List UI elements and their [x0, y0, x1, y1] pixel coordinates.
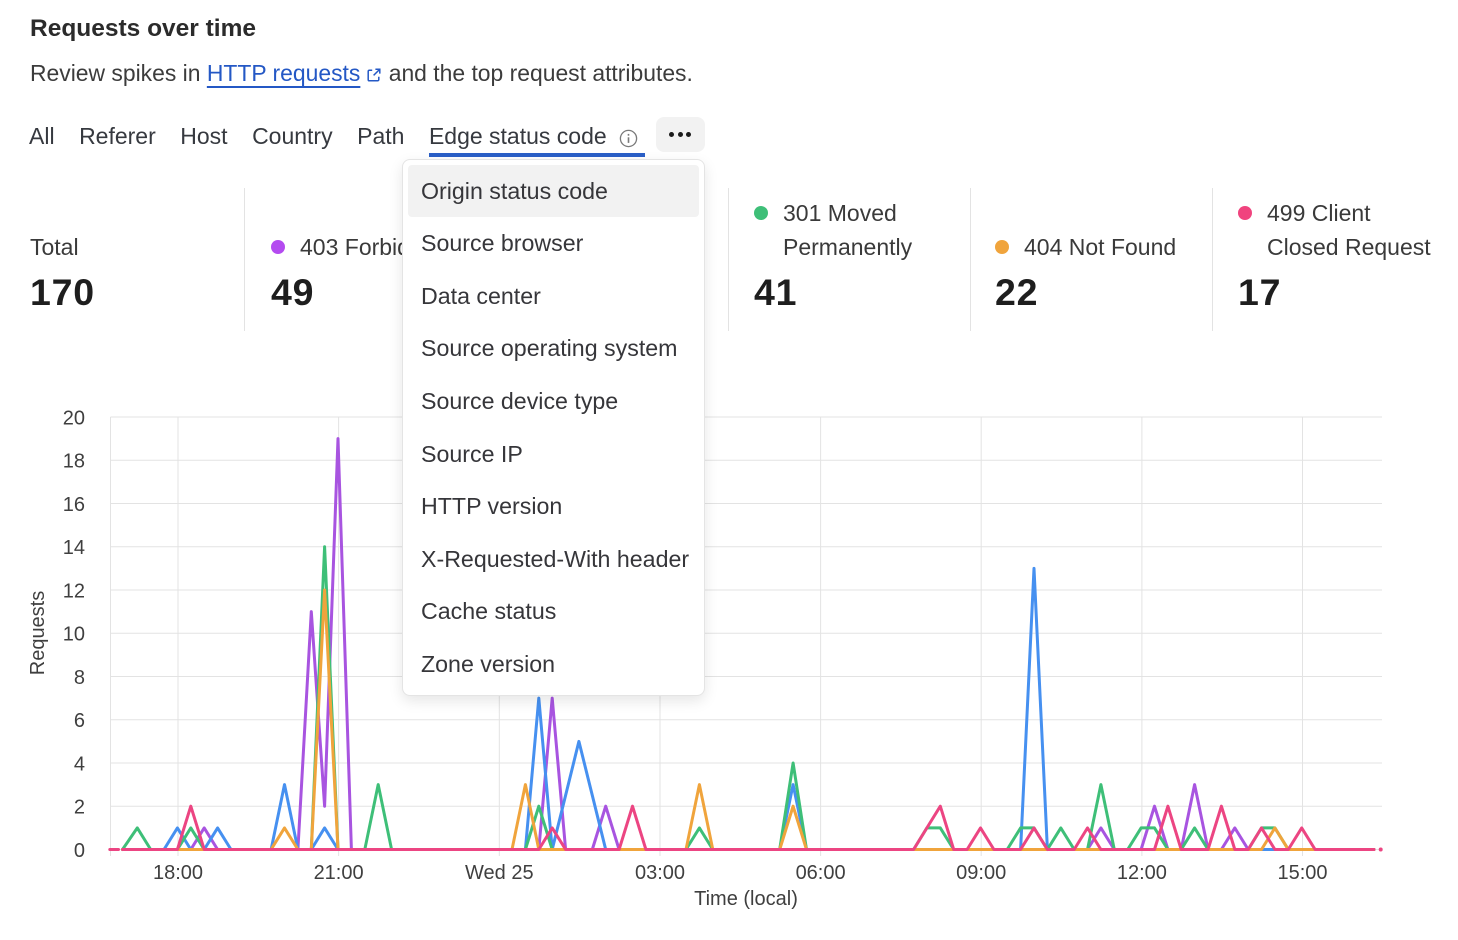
svg-text:09:00: 09:00: [956, 862, 1006, 884]
svg-text:0: 0: [74, 840, 85, 862]
svg-text:6: 6: [74, 710, 85, 732]
svg-text:14: 14: [63, 537, 85, 559]
svg-text:2: 2: [74, 797, 85, 819]
svg-text:21:00: 21:00: [314, 862, 364, 884]
svg-text:4: 4: [74, 753, 85, 775]
svg-text:20: 20: [63, 407, 85, 429]
svg-text:8: 8: [74, 667, 85, 689]
svg-text:18:00: 18:00: [153, 862, 203, 884]
svg-text:Time (local): Time (local): [694, 888, 798, 910]
svg-text:16: 16: [63, 494, 85, 516]
svg-text:12:00: 12:00: [1117, 862, 1167, 884]
svg-text:18: 18: [63, 451, 85, 473]
svg-text:12: 12: [63, 580, 85, 602]
svg-text:10: 10: [63, 624, 85, 646]
svg-text:15:00: 15:00: [1277, 862, 1327, 884]
svg-text:Wed 25: Wed 25: [465, 862, 534, 884]
svg-text:06:00: 06:00: [796, 862, 846, 884]
svg-text:Requests: Requests: [27, 591, 49, 676]
svg-text:03:00: 03:00: [635, 862, 685, 884]
